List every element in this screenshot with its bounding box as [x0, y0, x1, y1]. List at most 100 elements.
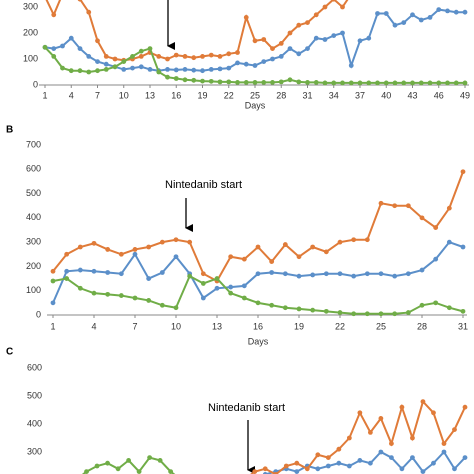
- data-point: [445, 80, 450, 86]
- data-point: [200, 271, 206, 277]
- x-tick-label: 19: [294, 321, 304, 331]
- y-tick-label: 100: [26, 285, 41, 295]
- data-point: [165, 74, 170, 80]
- data-point: [77, 0, 83, 2]
- data-point: [323, 249, 329, 255]
- data-point: [282, 242, 288, 247]
- data-point: [130, 65, 135, 71]
- x-tick-label: 25: [250, 90, 260, 100]
- data-point: [241, 295, 247, 301]
- data-point: [322, 80, 328, 86]
- data-point: [346, 435, 352, 441]
- data-point: [228, 284, 234, 290]
- data-point: [156, 69, 162, 75]
- data-point: [159, 239, 165, 245]
- data-point: [51, 54, 57, 59]
- data-point: [399, 466, 405, 472]
- data-point: [60, 65, 65, 71]
- data-point: [367, 460, 373, 466]
- y-tick-label: 300: [23, 1, 38, 11]
- data-point: [241, 283, 247, 289]
- data-point: [441, 441, 447, 446]
- data-point: [200, 54, 205, 59]
- data-point: [132, 295, 138, 301]
- data-point: [405, 203, 411, 209]
- data-point: [357, 458, 363, 463]
- data-point: [460, 308, 466, 314]
- data-point: [305, 20, 310, 25]
- y-tick-label: 400: [26, 212, 41, 222]
- data-point: [159, 302, 165, 308]
- data-point: [252, 38, 258, 44]
- data-point: [383, 11, 389, 16]
- data-point: [351, 311, 357, 317]
- data-point: [357, 80, 363, 86]
- data-point: [105, 291, 111, 297]
- data-point: [118, 293, 124, 298]
- x-axis-label: Days: [245, 100, 266, 110]
- data-point: [187, 273, 193, 279]
- annotation: Nintedanib start: [165, 179, 242, 191]
- panel-label: B: [6, 125, 13, 136]
- data-point: [392, 203, 398, 209]
- data-point: [77, 46, 83, 51]
- data-point: [315, 452, 321, 458]
- data-point: [68, 68, 74, 74]
- data-point: [269, 302, 275, 308]
- data-point: [173, 237, 179, 243]
- data-point: [337, 271, 343, 277]
- y-tick-label: 400: [27, 418, 42, 428]
- data-point: [351, 237, 357, 243]
- data-point: [296, 51, 302, 57]
- data-point: [157, 458, 163, 463]
- data-point: [366, 35, 372, 41]
- data-point: [226, 51, 232, 57]
- data-point: [173, 76, 179, 81]
- data-point: [252, 63, 258, 68]
- data-point: [357, 410, 363, 416]
- data-point: [418, 80, 424, 86]
- data-point: [217, 66, 223, 72]
- data-point: [401, 80, 407, 86]
- series-line: [45, 0, 349, 62]
- x-tick-label: 4: [69, 90, 74, 100]
- data-point: [294, 469, 300, 474]
- data-point: [446, 205, 452, 211]
- data-point: [64, 276, 70, 281]
- data-point: [340, 4, 345, 10]
- data-point: [378, 416, 384, 421]
- data-point: [436, 80, 442, 86]
- data-point: [173, 305, 179, 311]
- data-point: [420, 399, 426, 404]
- data-point: [94, 463, 100, 469]
- data-point: [462, 80, 468, 86]
- data-point: [375, 80, 380, 86]
- data-point: [278, 79, 284, 85]
- data-point: [287, 77, 293, 83]
- data-point: [325, 455, 331, 460]
- data-point: [348, 80, 354, 86]
- data-point: [243, 15, 249, 20]
- data-point: [427, 80, 433, 86]
- data-point: [103, 61, 109, 67]
- data-point: [323, 308, 329, 314]
- data-point: [243, 80, 249, 85]
- x-tick-label: 16: [171, 90, 181, 100]
- data-point: [460, 244, 466, 250]
- data-point: [269, 270, 275, 275]
- panel-label: C: [6, 347, 13, 358]
- data-point: [462, 455, 468, 460]
- data-point: [351, 273, 357, 279]
- data-point: [91, 290, 97, 296]
- data-point: [296, 306, 302, 312]
- data-point: [86, 69, 92, 75]
- data-point: [115, 466, 121, 472]
- data-point: [243, 61, 249, 67]
- data-point: [168, 469, 174, 474]
- data-point: [383, 80, 389, 86]
- x-tick-label: 46: [434, 90, 444, 100]
- y-tick-label: 500: [26, 188, 41, 198]
- x-tick-label: 22: [335, 321, 345, 331]
- data-point: [419, 267, 425, 273]
- data-point: [410, 12, 415, 18]
